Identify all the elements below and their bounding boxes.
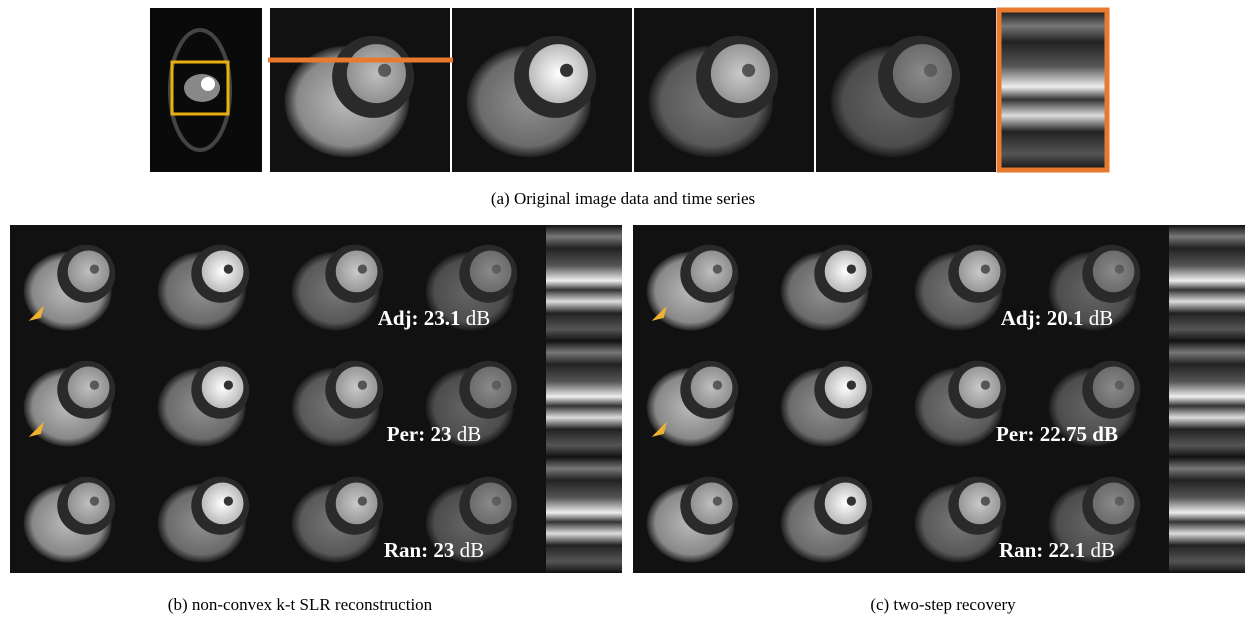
ventricle [335,482,378,525]
time-series [1169,225,1245,341]
psnr-label: Per: 23 dB [387,422,481,446]
papillary [491,264,502,274]
papillary [980,496,991,506]
ventricle [469,366,512,409]
psnr-label: Adj: 23.1 dB [378,306,491,330]
time-series [1169,457,1245,573]
papillary [223,380,234,390]
images [10,7,1245,573]
psnr-bold: Adj: 23.1 [378,306,461,330]
arrow [28,421,44,437]
time-series [546,225,622,341]
ventricle [335,366,378,409]
papillary [89,380,100,390]
psnr-bold: Ran: 23 [384,538,455,562]
psnr-unit: dB [1089,306,1114,330]
ventricle [1092,366,1135,409]
papillary [980,380,991,390]
psnr-label: Ran: 23 dB [384,538,484,562]
ventricle [528,44,588,104]
papillary [846,380,857,390]
papillary [846,496,857,506]
psnr-unit: dB [457,422,482,446]
caption: (a) Original image data and time series [491,189,755,208]
papillary [742,63,756,77]
arrow [28,305,44,321]
papillary [491,496,502,506]
papillary [89,496,100,506]
psnr-bold: Per: 23 [387,422,452,446]
ventricle [1092,482,1135,525]
psnr-unit: dB [460,538,485,562]
psnr-bold: Adj: 20.1 [1001,306,1084,330]
ventricle [892,44,952,104]
time-series [1169,341,1245,457]
ventricle [67,250,110,293]
time-series [546,457,622,573]
psnr-unit: dB [1091,538,1116,562]
ventricle [67,366,110,409]
ventricle [958,250,1001,293]
ventricle [690,482,733,525]
papillary [223,264,234,274]
psnr-unit: dB [466,306,491,330]
papillary [357,264,368,274]
time-series [999,10,1107,170]
papillary [712,380,723,390]
ventricle [690,250,733,293]
ventricle [824,482,867,525]
ventricle [335,250,378,293]
ventricle [201,482,244,525]
papillary [846,264,857,274]
roi-box [170,60,230,116]
psnr-bold: Per: 22.75 dB [996,422,1118,446]
overview-lv [201,77,215,91]
papillary [223,496,234,506]
time-series [546,341,622,457]
arrow [651,421,667,437]
ventricle [346,44,406,104]
papillary [1114,380,1125,390]
ventricle [958,366,1001,409]
ventricle [958,482,1001,525]
papillary [712,496,723,506]
ventricle [1092,250,1135,293]
ventricle [824,366,867,409]
ventricle [824,250,867,293]
papillary [357,380,368,390]
psnr-label: Ran: 22.1 dB [999,538,1115,562]
ventricle [469,250,512,293]
papillary [1114,496,1125,506]
caption: (b) non-convex k-t SLR reconstruction [168,595,433,614]
papillary [980,264,991,274]
psnr-label: Per: 22.75 dB [996,422,1118,446]
papillary [491,380,502,390]
caption: (c) two-step recovery [870,595,1016,614]
ventricle [690,366,733,409]
ventricle [67,482,110,525]
ventricle [201,250,244,293]
papillary [89,264,100,274]
ventricle [201,366,244,409]
papillary [1114,264,1125,274]
series-box [996,7,1110,173]
overview-body [168,28,232,152]
papillary [357,496,368,506]
papillary [924,63,938,77]
ventricle [710,44,770,104]
overview-heart [184,74,220,102]
papillary [378,63,392,77]
psnr-bold: Ran: 22.1 [999,538,1085,562]
ventricle [469,482,512,525]
papillary [712,264,723,274]
papillary [560,63,574,77]
psnr-label: Adj: 20.1 dB [1001,306,1114,330]
arrow [651,305,667,321]
